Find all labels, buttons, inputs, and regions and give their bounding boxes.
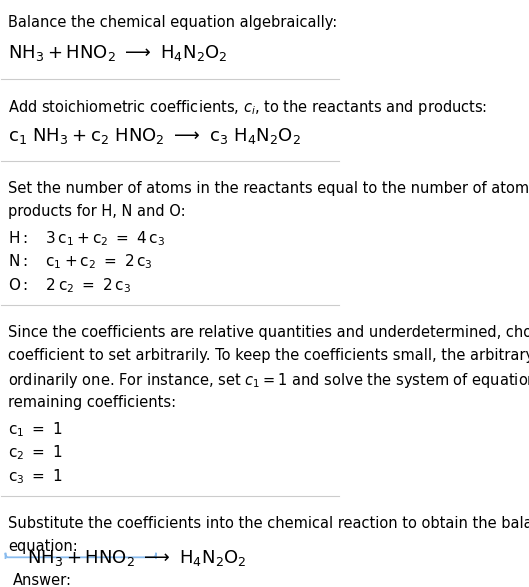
Text: equation:: equation: [8, 539, 78, 554]
Text: Add stoichiometric coefficients, $c_i$, to the reactants and products:: Add stoichiometric coefficients, $c_i$, … [8, 98, 487, 117]
Text: Answer:: Answer: [13, 573, 72, 587]
Text: $\mathrm{c_1 \ = \ 1}$: $\mathrm{c_1 \ = \ 1}$ [8, 420, 63, 439]
Text: $\mathrm{c_1\ NH_3 + c_2\ HNO_2 \ \longrightarrow \ c_3\ H_4N_2O_2}$: $\mathrm{c_1\ NH_3 + c_2\ HNO_2 \ \longr… [8, 126, 301, 146]
Text: $\mathrm{NH_3 + HNO_2 \ \longrightarrow \ H_4N_2O_2}$: $\mathrm{NH_3 + HNO_2 \ \longrightarrow … [8, 43, 228, 63]
Text: Set the number of atoms in the reactants equal to the number of atoms in the: Set the number of atoms in the reactants… [8, 181, 529, 195]
Text: $\mathrm{c_3 \ = \ 1}$: $\mathrm{c_3 \ = \ 1}$ [8, 467, 63, 485]
Text: $\mathrm{N:\ \ \ c_1 + c_2 \ = \ 2\,c_3}$: $\mathrm{N:\ \ \ c_1 + c_2 \ = \ 2\,c_3}… [8, 252, 153, 271]
Text: Balance the chemical equation algebraically:: Balance the chemical equation algebraica… [8, 15, 338, 31]
Text: $\mathrm{H:\ \ \ 3\,c_1 + c_2 \ = \ 4\,c_3}$: $\mathrm{H:\ \ \ 3\,c_1 + c_2 \ = \ 4\,c… [8, 230, 165, 248]
Text: Substitute the coefficients into the chemical reaction to obtain the balanced: Substitute the coefficients into the che… [8, 515, 529, 531]
Text: $\mathrm{NH_3 + HNO_2 \ \longrightarrow \ H_4N_2O_2}$: $\mathrm{NH_3 + HNO_2 \ \longrightarrow … [26, 548, 247, 568]
Text: coefficient to set arbitrarily. To keep the coefficients small, the arbitrary va: coefficient to set arbitrarily. To keep … [8, 348, 529, 363]
Text: remaining coefficients:: remaining coefficients: [8, 394, 176, 410]
Text: ordinarily one. For instance, set $c_1 = 1$ and solve the system of equations fo: ordinarily one. For instance, set $c_1 =… [8, 372, 529, 390]
Text: Since the coefficients are relative quantities and underdetermined, choose a: Since the coefficients are relative quan… [8, 325, 529, 340]
FancyBboxPatch shape [5, 553, 156, 566]
Text: $\mathrm{O:\ \ \ 2\,c_2 \ = \ 2\,c_3}$: $\mathrm{O:\ \ \ 2\,c_2 \ = \ 2\,c_3}$ [8, 276, 131, 295]
Text: $\mathrm{c_2 \ = \ 1}$: $\mathrm{c_2 \ = \ 1}$ [8, 444, 63, 462]
Text: products for H, N and O:: products for H, N and O: [8, 204, 186, 219]
